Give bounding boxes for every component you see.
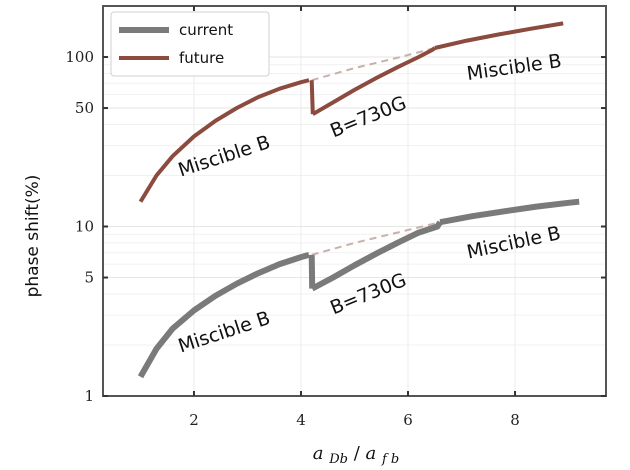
current-line-segment bbox=[308, 254, 316, 289]
x-label-slash: / bbox=[354, 443, 361, 464]
x-tick-label: 2 bbox=[189, 411, 199, 429]
x-label-a1: a bbox=[313, 443, 324, 464]
x-axis-label: a Db / a f b bbox=[313, 443, 400, 468]
current-dashed-line bbox=[311, 221, 441, 256]
y-axis-label: phase shift(%) bbox=[23, 175, 43, 298]
current-line-segment bbox=[310, 220, 443, 292]
legend-label-current: current bbox=[179, 21, 233, 39]
future-line-segment bbox=[138, 78, 310, 203]
series-lines bbox=[137, 21, 580, 379]
legend: current future bbox=[110, 11, 270, 77]
annotation-label: Miscible B bbox=[465, 222, 563, 263]
y-tick-label: 1 bbox=[84, 387, 94, 405]
legend-label-future: future bbox=[179, 49, 224, 67]
future-line-segment bbox=[311, 46, 436, 116]
x-tick-label: 6 bbox=[403, 411, 413, 429]
future-line-segment bbox=[434, 21, 564, 50]
x-label-sub1: Db bbox=[328, 452, 348, 467]
y-tick-label: 5 bbox=[84, 269, 94, 287]
y-tick-label: 50 bbox=[75, 99, 94, 117]
current-line-segment bbox=[137, 252, 310, 379]
dashed-lines bbox=[311, 47, 441, 256]
y-tick-label: 100 bbox=[65, 48, 94, 66]
annotation-label: Miscible B bbox=[465, 50, 563, 85]
future-dashed-line bbox=[311, 47, 436, 82]
x-label-sub2: f b bbox=[381, 452, 399, 467]
y-tick-label: 10 bbox=[75, 218, 94, 236]
x-tick-label: 4 bbox=[296, 411, 306, 429]
x-label-a2: a bbox=[366, 443, 377, 464]
future-line-segment bbox=[309, 80, 315, 115]
current-line-segment bbox=[439, 198, 580, 226]
plot-frame bbox=[102, 5, 607, 397]
axes-layer: 2 4 6 8 1 5 10 50 100 bbox=[65, 5, 607, 429]
x-tick-label: 8 bbox=[510, 411, 520, 429]
